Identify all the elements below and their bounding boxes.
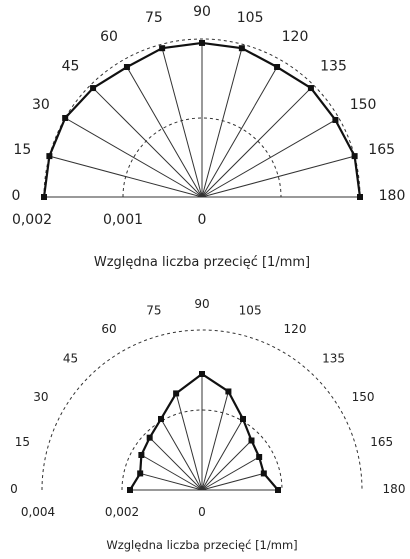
spoke-165	[201, 472, 264, 491]
data-point-180	[357, 194, 363, 200]
angle-label-60: 60	[101, 322, 116, 336]
angle-label-165: 165	[370, 435, 393, 449]
data-point-120	[274, 64, 281, 71]
spoke-75	[161, 48, 203, 198]
spoke-60	[160, 418, 203, 491]
data-point-165	[351, 153, 358, 160]
spoke-30	[64, 117, 203, 198]
angle-label-75: 75	[145, 10, 163, 26]
data-point-90	[199, 371, 205, 377]
radius-tick-label: 0,002	[105, 505, 139, 519]
outer-grid-arc	[43, 38, 361, 198]
spoke-120	[201, 66, 278, 198]
spoke-45	[149, 437, 203, 491]
inner-grid-arc	[121, 409, 283, 491]
data-point-60	[158, 415, 164, 422]
spoke-105	[201, 48, 243, 198]
data-point-30	[138, 452, 145, 458]
angle-label-60: 60	[100, 29, 118, 45]
angle-label-150: 150	[350, 97, 377, 113]
spoke-15	[49, 155, 203, 198]
polar-chart-bottom: 0 15 30 45 60 75 90 105 120 135 150 165 180 0,004 0,00…	[10, 297, 405, 552]
x-axis-label: Względna liczba przecięć [1/mm]	[106, 538, 297, 552]
angle-label-180: 180	[379, 188, 406, 204]
data-point-15	[46, 153, 53, 160]
spoke-105	[201, 391, 229, 491]
angle-label-135: 135	[320, 58, 347, 74]
spoke-75	[175, 393, 203, 491]
angle-label-30: 30	[32, 97, 50, 113]
angle-label-120: 120	[282, 29, 309, 45]
data-point-165	[260, 470, 267, 477]
angle-label-0: 0	[10, 482, 18, 496]
radius-tick-label: 0,002	[12, 212, 52, 228]
data-point-0	[127, 487, 133, 493]
spoke-150	[201, 119, 336, 198]
data-point-60	[123, 64, 130, 71]
data-point-120	[240, 415, 246, 422]
angle-label-120: 120	[284, 322, 307, 336]
data-point-105	[225, 388, 232, 395]
angle-label-150: 150	[352, 390, 375, 404]
data-point-75	[173, 390, 180, 397]
angle-label-105: 105	[239, 304, 262, 318]
angle-label-165: 165	[368, 142, 395, 158]
data-point-90	[199, 39, 205, 46]
data-point-150	[332, 116, 339, 123]
angle-label-30: 30	[33, 390, 48, 404]
x-axis-label: Względna liczba przecięć [1/mm]	[94, 255, 310, 270]
data-point-135	[248, 437, 255, 444]
spoke-165	[201, 155, 355, 198]
spoke-30	[141, 454, 203, 491]
angle-label-135: 135	[322, 352, 345, 366]
polar-chart-top: 0 15 30 45 60 75 90 105 120 135 150 165 180 0,002 0,00…	[12, 4, 406, 270]
radius-tick-label: 0	[198, 212, 207, 228]
spoke-135	[201, 440, 252, 491]
spoke-150	[201, 456, 260, 491]
spoke-15	[140, 472, 203, 491]
angle-label-90: 90	[194, 297, 209, 311]
angle-label-45: 45	[62, 58, 80, 74]
angle-label-90: 90	[193, 4, 211, 20]
data-point-45	[146, 434, 153, 441]
radius-tick-label: 0,004	[21, 505, 55, 519]
angle-label-15: 15	[13, 142, 31, 158]
angle-label-180: 180	[383, 482, 406, 496]
data-point-180	[275, 487, 281, 493]
angle-label-15: 15	[15, 435, 30, 449]
angle-label-0: 0	[12, 188, 21, 204]
data-point-150	[256, 454, 263, 460]
inner-grid-arc	[122, 117, 282, 198]
spoke-45	[92, 87, 203, 198]
radius-tick-label: 0	[198, 505, 206, 519]
spoke-60	[126, 66, 203, 198]
spoke-135	[201, 87, 312, 198]
data-point-15	[137, 470, 144, 477]
angle-label-45: 45	[63, 352, 78, 366]
radius-tick-label: 0,001	[103, 212, 143, 228]
data-point-0	[41, 194, 47, 200]
angle-label-75: 75	[146, 304, 161, 318]
angle-label-105: 105	[237, 10, 264, 26]
spoke-120	[201, 418, 244, 491]
data-point-75	[159, 45, 166, 52]
data-point-30	[62, 115, 69, 121]
data-line	[129, 372, 279, 491]
data-point-45	[90, 85, 97, 92]
data-point-105	[238, 45, 245, 52]
data-point-135	[307, 85, 314, 92]
